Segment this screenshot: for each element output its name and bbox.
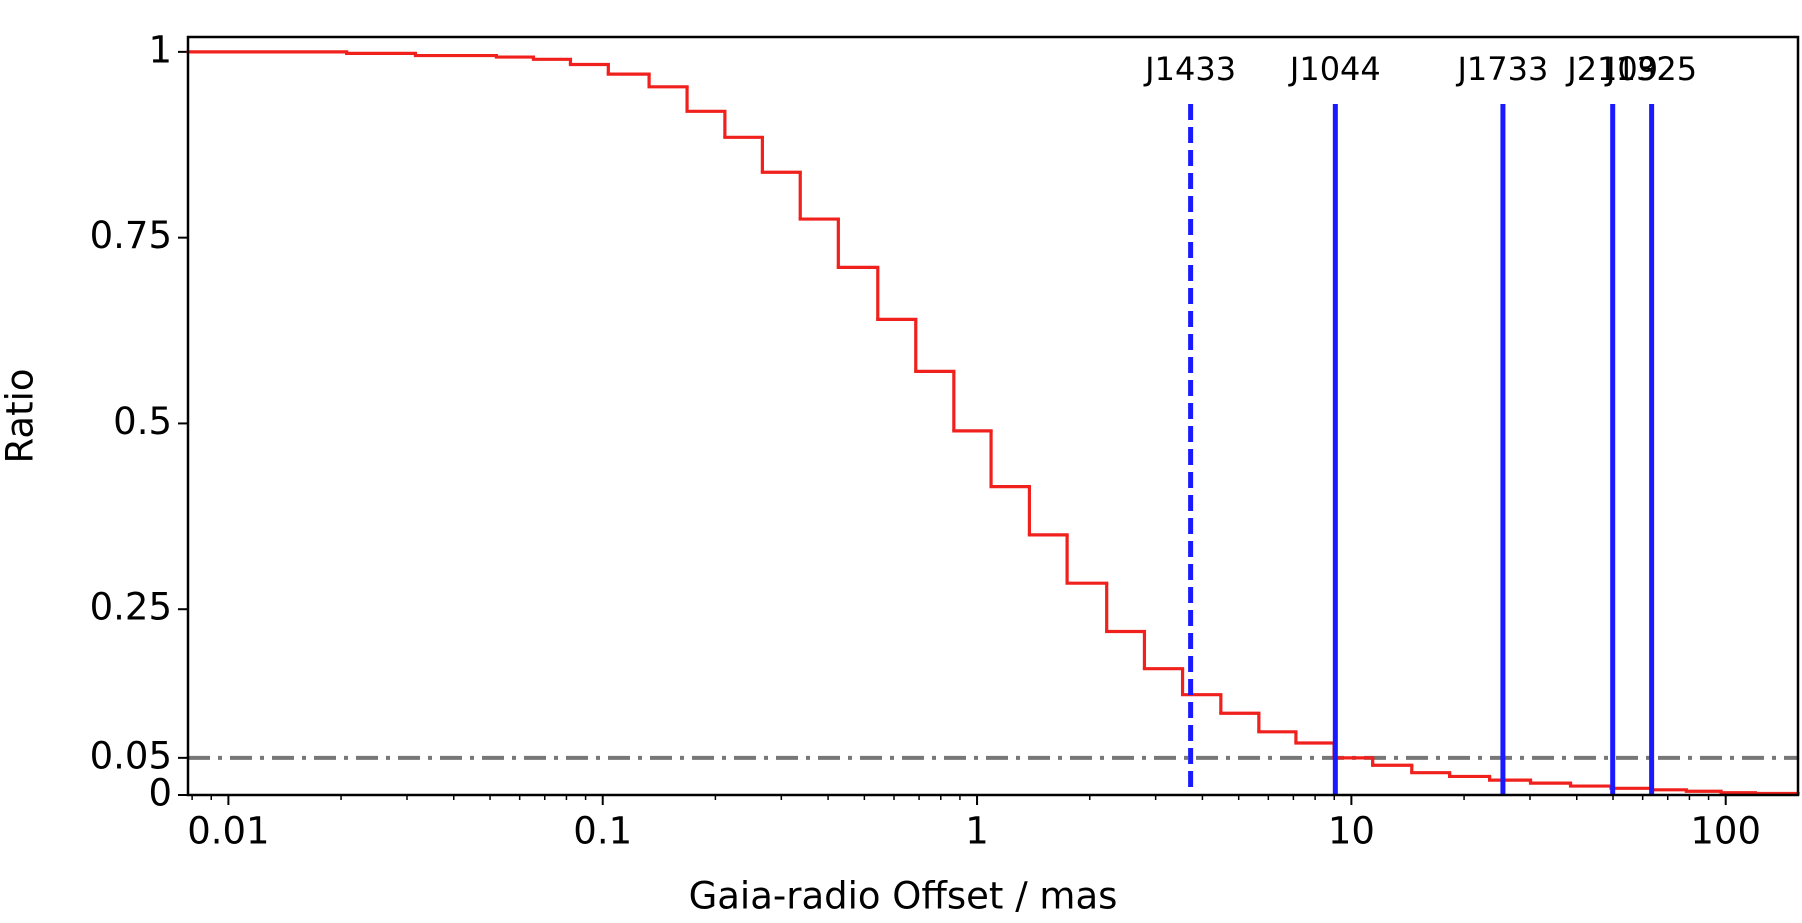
plot-frame bbox=[186, 35, 1800, 797]
y-tick-label: 0.05 bbox=[90, 734, 172, 777]
source-label: J1733 bbox=[1455, 50, 1548, 88]
source-label: J1044 bbox=[1288, 50, 1381, 88]
y-tick-label: 0.75 bbox=[90, 214, 172, 257]
x-tick-label: 10 bbox=[1328, 810, 1375, 853]
x-tick-label: 0.01 bbox=[187, 810, 269, 853]
y-axis-label: Ratio bbox=[0, 369, 42, 464]
y-tick-label: 0.5 bbox=[113, 400, 172, 443]
source-label: J2109 bbox=[1565, 50, 1658, 88]
y-tick-label: 0 bbox=[148, 772, 172, 815]
x-tick-label: 100 bbox=[1690, 810, 1761, 853]
y-tick-label: 1 bbox=[148, 28, 172, 71]
source-label: J1325 bbox=[1604, 50, 1697, 88]
x-axis-label: Gaia-radio Offset / mas bbox=[689, 875, 1118, 918]
x-tick-label: 0.1 bbox=[573, 810, 632, 853]
x-tick-label: 1 bbox=[965, 810, 989, 853]
y-tick-label: 0.25 bbox=[90, 586, 172, 629]
source-label: J1433 bbox=[1143, 50, 1236, 88]
